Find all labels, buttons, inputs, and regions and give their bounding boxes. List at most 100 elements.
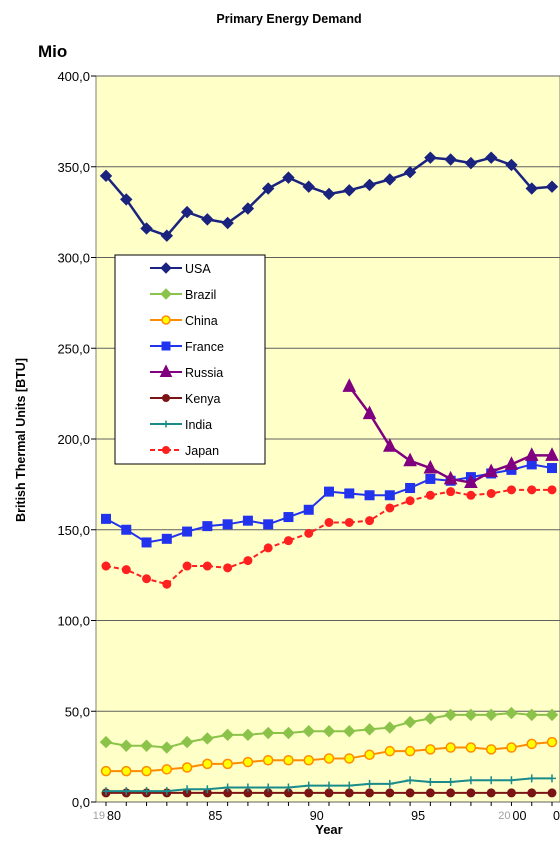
data-point xyxy=(527,485,537,495)
data-point xyxy=(466,788,476,798)
data-point xyxy=(283,512,294,523)
data-point xyxy=(383,438,397,452)
data-point xyxy=(506,485,516,495)
data-point xyxy=(222,758,233,770)
data-point xyxy=(345,781,354,790)
data-point xyxy=(424,712,437,725)
series-brazil xyxy=(99,706,559,754)
data-point xyxy=(486,488,496,498)
data-point xyxy=(202,758,213,770)
legend-label: Japan xyxy=(185,444,219,458)
data-point xyxy=(506,742,517,753)
data-point xyxy=(545,447,559,461)
data-point xyxy=(385,779,394,788)
data-point xyxy=(122,787,131,796)
series-usa xyxy=(99,151,559,242)
data-point xyxy=(121,565,131,575)
data-point xyxy=(282,726,295,740)
y-tick-label: 150,0 xyxy=(57,523,90,538)
data-point xyxy=(547,485,557,495)
data-point xyxy=(525,708,538,722)
data-point xyxy=(325,781,333,790)
data-point xyxy=(443,470,458,485)
data-point xyxy=(547,788,557,798)
data-point xyxy=(485,744,497,755)
data-point xyxy=(527,774,536,783)
legend-item-india: India xyxy=(150,418,212,432)
data-point xyxy=(304,528,314,538)
y-tick-label: 50,0 xyxy=(65,704,90,719)
data-point xyxy=(403,165,417,179)
legend-label: Kenya xyxy=(185,392,220,406)
data-point xyxy=(121,524,132,535)
data-point xyxy=(385,503,395,513)
data-point xyxy=(142,787,151,796)
data-point xyxy=(101,561,111,571)
data-point xyxy=(465,742,477,753)
data-point xyxy=(324,486,334,497)
data-point xyxy=(223,563,233,573)
data-point xyxy=(183,785,192,794)
legend-item-china: China xyxy=(150,314,218,328)
x-tick-label: 02 xyxy=(553,809,560,823)
legend-marker xyxy=(161,315,171,325)
data-point xyxy=(202,521,213,532)
legend-marker xyxy=(162,394,170,402)
data-point xyxy=(424,151,437,164)
legend-item-kenya: Kenya xyxy=(150,392,220,406)
data-point xyxy=(405,788,415,798)
data-point xyxy=(446,778,455,787)
legend-label: Brazil xyxy=(185,288,216,302)
data-point xyxy=(546,736,558,748)
data-point xyxy=(545,180,559,193)
data-point xyxy=(141,765,152,777)
data-point xyxy=(505,706,518,720)
data-point xyxy=(363,723,376,736)
x-tick-ghost-label: 20 xyxy=(498,810,510,822)
data-point xyxy=(425,744,436,755)
data-point xyxy=(484,463,498,478)
data-point xyxy=(385,788,395,798)
data-point xyxy=(242,515,253,526)
data-point xyxy=(302,725,315,738)
data-point xyxy=(180,205,194,219)
data-point xyxy=(425,490,435,500)
legend-marker xyxy=(161,341,171,351)
data-point xyxy=(221,216,234,230)
data-point xyxy=(201,732,214,745)
data-point xyxy=(303,504,314,515)
data-point xyxy=(444,708,457,722)
data-point xyxy=(446,788,456,798)
y-tick-label: 350,0 xyxy=(57,160,90,175)
data-point xyxy=(445,742,456,753)
data-point xyxy=(222,519,233,530)
data-point xyxy=(181,762,193,773)
data-point xyxy=(303,755,314,766)
data-point xyxy=(261,726,275,740)
data-point xyxy=(384,745,396,757)
x-tick-ghost-label: 19 xyxy=(93,810,105,822)
data-point xyxy=(548,774,556,783)
y-tick-label: 250,0 xyxy=(57,341,90,356)
data-point xyxy=(343,725,356,738)
data-point xyxy=(507,776,516,785)
data-point xyxy=(120,193,133,206)
data-point xyxy=(362,405,377,420)
data-point xyxy=(466,776,475,785)
data-point xyxy=(343,184,356,197)
x-tick-label: 80 xyxy=(107,809,121,823)
data-point xyxy=(425,473,436,484)
data-point xyxy=(243,783,252,792)
x-axis-label: Year xyxy=(315,822,342,837)
data-point xyxy=(446,487,456,497)
series-layer xyxy=(99,151,559,798)
data-point xyxy=(426,778,435,787)
data-point xyxy=(487,776,496,785)
data-point xyxy=(524,447,539,461)
data-point xyxy=(202,561,212,571)
legend-label: Russia xyxy=(185,366,223,380)
data-point xyxy=(160,741,174,754)
legend-item-france: France xyxy=(150,340,224,354)
data-point xyxy=(241,728,255,742)
legend-marker xyxy=(160,288,172,300)
